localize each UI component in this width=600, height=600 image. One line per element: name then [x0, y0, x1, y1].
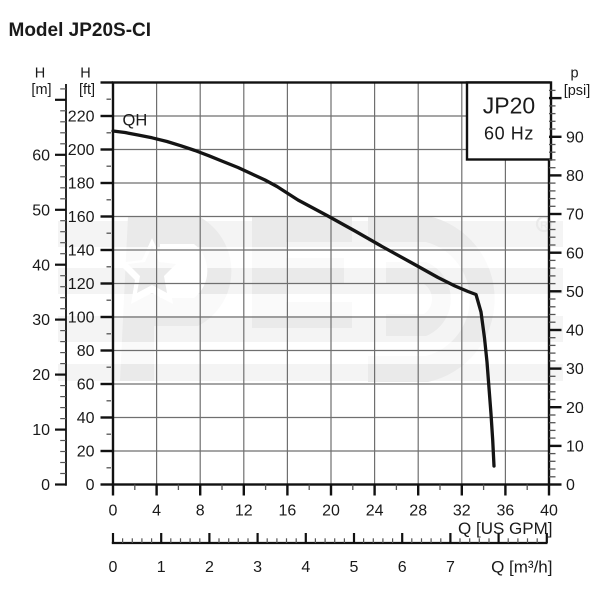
svg-text:12: 12: [235, 503, 253, 520]
svg-text:[ft]: [ft]: [79, 82, 95, 98]
svg-text:2: 2: [205, 559, 214, 576]
svg-text:Q [US GPM]: Q [US GPM]: [458, 519, 552, 538]
svg-text:p: p: [570, 66, 578, 82]
svg-text:0: 0: [109, 559, 118, 576]
svg-text:28: 28: [409, 503, 427, 520]
svg-text:50: 50: [32, 202, 50, 219]
svg-text:0: 0: [566, 477, 575, 494]
svg-text:70: 70: [566, 207, 584, 224]
svg-text:H: H: [80, 66, 90, 82]
svg-text:60: 60: [77, 377, 95, 394]
svg-text:140: 140: [68, 243, 95, 260]
svg-text:QH: QH: [123, 111, 148, 129]
svg-text:4: 4: [152, 503, 161, 520]
svg-text:120: 120: [68, 276, 95, 293]
svg-text:40: 40: [77, 410, 95, 427]
svg-text:5: 5: [350, 559, 359, 576]
svg-text:0: 0: [86, 477, 95, 494]
svg-text:0: 0: [41, 477, 50, 494]
svg-text:H: H: [35, 66, 45, 82]
svg-text:6: 6: [398, 559, 407, 576]
svg-text:30: 30: [32, 312, 50, 329]
svg-text:100: 100: [68, 310, 95, 327]
svg-text:40: 40: [540, 503, 558, 520]
svg-text:8: 8: [196, 503, 205, 520]
svg-text:20: 20: [322, 503, 340, 520]
svg-text:80: 80: [77, 343, 95, 360]
svg-text:180: 180: [68, 176, 95, 193]
svg-text:10: 10: [32, 422, 50, 439]
svg-text:60: 60: [566, 245, 584, 262]
svg-text:4: 4: [301, 559, 310, 576]
svg-text:40: 40: [566, 323, 584, 340]
svg-text:Model JP20S-CI: Model JP20S-CI: [9, 20, 152, 41]
svg-text:220: 220: [68, 109, 95, 126]
svg-text:7: 7: [446, 559, 455, 576]
svg-text:1: 1: [157, 559, 166, 576]
svg-text:200: 200: [68, 142, 95, 159]
svg-text:0: 0: [109, 503, 118, 520]
svg-text:50: 50: [566, 284, 584, 301]
svg-text:R: R: [540, 220, 548, 232]
svg-text:160: 160: [68, 209, 95, 226]
svg-text:3: 3: [253, 559, 262, 576]
svg-text:[m]: [m]: [31, 82, 51, 98]
svg-text:60: 60: [32, 147, 50, 164]
svg-text:20: 20: [77, 444, 95, 461]
svg-text:40: 40: [32, 257, 50, 274]
svg-text:20: 20: [32, 367, 50, 384]
svg-text:JP20: JP20: [483, 93, 535, 119]
svg-text:30: 30: [566, 361, 584, 378]
svg-text:60 Hz: 60 Hz: [484, 123, 534, 143]
svg-text:36: 36: [497, 503, 515, 520]
svg-text:24: 24: [366, 503, 384, 520]
svg-text:20: 20: [566, 400, 584, 417]
svg-text:16: 16: [279, 503, 297, 520]
svg-text:90: 90: [566, 129, 584, 146]
svg-text:10: 10: [566, 439, 584, 456]
svg-text:80: 80: [566, 168, 584, 185]
svg-text:Q [m³/h]: Q [m³/h]: [491, 558, 552, 577]
svg-text:[psi]: [psi]: [564, 83, 591, 99]
svg-text:32: 32: [453, 503, 471, 520]
